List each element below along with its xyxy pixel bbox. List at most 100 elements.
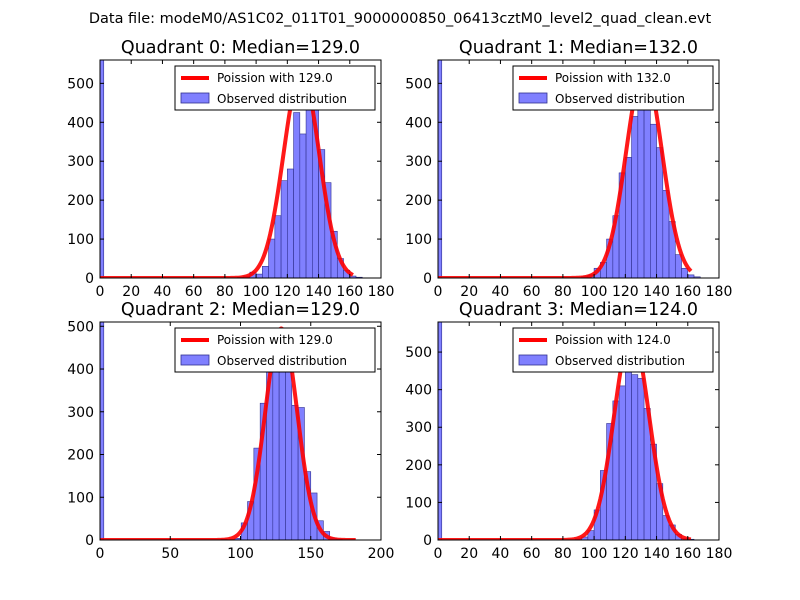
quadrant-2-xtick-label: 150 [297,546,324,562]
quadrant-1-ytick-label: 200 [405,193,432,209]
quadrant-1-xtick-label: 140 [643,284,670,300]
quadrant-3-ytick-label: 300 [405,420,432,436]
quadrant-2-poisson-line [100,326,357,540]
quadrant-3-histogram-bar [631,374,639,540]
quadrant-0-histogram [100,60,363,278]
legend-bar-swatch [518,92,548,104]
quadrant-0-histogram-bar [293,112,301,278]
quadrant-0-ytick-label: 300 [67,154,94,170]
quadrant-1-xtick-label: 20 [460,284,478,300]
quadrant-2-ytick-label: 200 [67,448,94,464]
legend-observed-label: Observed distribution [555,354,685,368]
quadrant-3-axes-frame [437,321,720,541]
quadrant-3-xtick-label: 180 [706,546,733,562]
legend-observed-label: Observed distribution [217,354,347,368]
quadrant-1-xtick-label: 40 [492,284,510,300]
legend-bar-swatch [180,354,210,366]
quadrant-3-ytick-label: 100 [405,495,432,511]
quadrant-2-histogram-bar [100,322,105,540]
quadrant-1-ytick-label: 400 [405,115,432,131]
quadrant-0-title: Quadrant 0: Median=129.0 [121,38,360,58]
quadrant-0-panel: Quadrant 0: Median=129.00 20 40 60 80 100 120 1… [67,38,394,300]
quadrant-0-histogram-bar [299,133,307,278]
quadrant-0-ytick-label: 100 [67,232,94,248]
quadrant-2-ytick-label: 100 [67,490,94,506]
quadrant-3-xtick-label: 60 [523,546,541,562]
quadrant-0-xtick-label: 20 [122,284,140,300]
legend-poisson-label: Poission with 129.0 [217,333,333,347]
quadrant-3-xtick-label: 140 [643,546,670,562]
quadrant-2-ytick-label: 300 [67,405,94,421]
quadrant-1-histogram-bar [656,147,664,278]
quadrant-0-ytick-label: 500 [67,76,94,92]
quadrant-0-axes-frame [99,59,382,279]
quadrant-1-xtick-label: 60 [523,284,541,300]
quadrant-0-xtick-label: 40 [154,284,172,300]
quadrant-0-histogram-bar [262,266,269,278]
quadrant-0-histogram-bar [268,238,276,278]
quadrant-1-histogram-bar [625,157,632,278]
quadrant-0-ytick-label: 200 [67,193,94,209]
quadrant-1-panel: Quadrant 1: Median=132.00 20 40 60 80 100 120 1… [405,38,732,300]
quadrant-0-histogram-bar [274,215,282,278]
quadrant-1-xtick-label: 0 [434,284,443,300]
quadrant-1-ytick-label: 300 [405,154,432,170]
quadrant-3-xtick-label: 80 [554,546,572,562]
legend-box [174,65,376,111]
quadrant-1-histogram-bar [681,267,689,278]
chart-panels: Quadrant 0: Median=129.00 20 40 60 80 100 120 1… [67,38,732,562]
quadrant-0-histogram-bar [255,273,263,278]
quadrant-0-xtick-label: 180 [368,284,395,300]
quadrant-0-xtick-label: 120 [274,284,301,300]
quadrant-1-histogram-bar [631,116,639,278]
legend-bar-swatch [180,92,210,104]
quadrant-3-xtick-label: 120 [612,546,639,562]
quadrant-2-title: Quadrant 2: Median=129.0 [121,300,360,320]
legend-poisson-label: Poission with 132.0 [555,71,671,85]
quadrant-3-histogram-bar [438,322,443,540]
legend-poisson-label: Poission with 129.0 [217,71,333,85]
quadrant-1-xtick-label: 160 [674,284,701,300]
quadrant-1-xtick-label: 120 [612,284,639,300]
quadrant-3-xtick-label: 20 [460,546,478,562]
quadrant-1-histogram [438,60,701,278]
quadrant-3-histogram-bar [618,385,626,540]
legend-poisson-label: Poission with 124.0 [555,333,671,347]
quadrant-0-xtick-label: 100 [243,284,270,300]
quadrant-2-ytick-label: 500 [67,319,94,335]
quadrant-1-histogram-bar [674,254,682,278]
quadrant-2-xtick-label: 50 [161,546,179,562]
quadrant-0-legend: Poission with 129.0 Observed distribution [174,65,376,111]
quadrant-2-panel: Quadrant 2: Median=129.0 0 50 100 150 200 0 100… [67,300,394,562]
quadrant-3-title: Quadrant 3: Median=124.0 [459,300,698,320]
quadrant-3-ytick-label: 400 [405,383,432,399]
legend-observed-label: Observed distribution [555,92,685,106]
quadrant-2-xtick-label: 200 [368,546,395,562]
quadrant-3-ytick-label: 200 [405,458,432,474]
quadrant-2-xtick-label: 100 [227,546,254,562]
quadrant-3-xtick-label: 160 [674,546,701,562]
legend-bar-swatch [518,354,548,366]
quadrant-1-title: Quadrant 1: Median=132.0 [459,38,698,58]
legend-observed-label: Observed distribution [217,92,347,106]
quadrant-0-xtick-label: 0 [96,284,105,300]
quadrant-1-xtick-label: 180 [706,284,733,300]
quadrant-2-legend: Poission with 129.0 Observed distribution [174,327,376,373]
quadrant-3-xtick-label: 0 [434,546,443,562]
quadrant-1-xtick-label: 80 [554,284,572,300]
quadrant-1-xtick-label: 100 [581,284,608,300]
quadrant-1-ytick-label: 500 [405,76,432,92]
figure-suptitle: Data file: modeM0/AS1C02_011T01_90000008… [89,11,712,27]
quadrant-3-ytick-label: 0 [423,533,432,549]
quadrant-0-xtick-label: 140 [305,284,332,300]
quadrant-3-histogram-bar [637,378,645,540]
quadrant-0-xtick-label: 80 [216,284,234,300]
quadrant-2-xtick-label: 0 [96,546,105,562]
quadrant-0-ytick-label: 400 [67,115,94,131]
quadrant-3-ytick-label: 500 [405,345,432,361]
quadrant-3-xtick-label: 100 [581,546,608,562]
quadrant-1-histogram-bar [438,60,443,278]
quadrant-0-histogram-bar [287,168,294,278]
quadrant-0-histogram-bar [280,180,288,278]
